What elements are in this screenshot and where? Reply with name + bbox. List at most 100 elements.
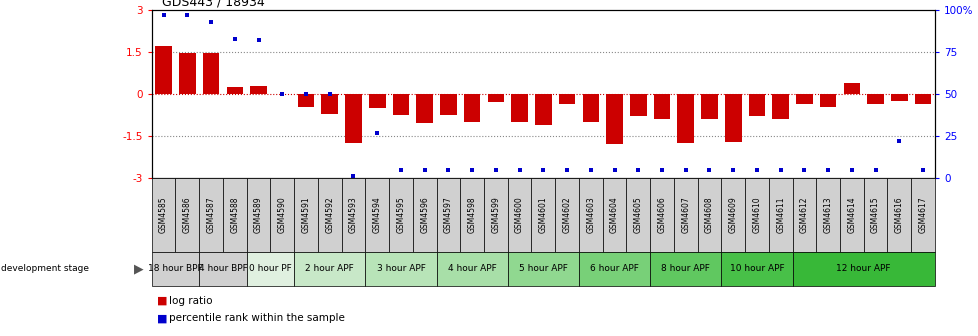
Bar: [483, 178, 508, 252]
Bar: [697, 178, 721, 252]
Text: 2 hour APF: 2 hour APF: [305, 264, 354, 273]
Bar: [744, 178, 768, 252]
Bar: [748, 94, 765, 117]
Text: GSM4599: GSM4599: [491, 197, 500, 234]
Bar: [795, 94, 812, 104]
Bar: [487, 94, 504, 102]
Bar: [673, 178, 697, 252]
Bar: [440, 94, 457, 115]
Bar: [413, 178, 436, 252]
Bar: [460, 178, 483, 252]
Text: log ratio: log ratio: [169, 296, 212, 306]
Text: GDS443 / 18934: GDS443 / 18934: [161, 0, 264, 8]
Bar: [508, 252, 578, 286]
Bar: [582, 94, 599, 122]
Bar: [768, 178, 792, 252]
Text: ▶: ▶: [134, 262, 144, 275]
Bar: [416, 94, 432, 124]
Bar: [175, 178, 199, 252]
Text: GSM4605: GSM4605: [633, 197, 643, 234]
Text: ■: ■: [156, 313, 167, 323]
Bar: [202, 53, 219, 94]
Bar: [578, 178, 602, 252]
Bar: [365, 252, 436, 286]
Bar: [365, 178, 388, 252]
Text: GSM4586: GSM4586: [183, 197, 192, 234]
Bar: [721, 178, 744, 252]
Bar: [555, 178, 578, 252]
Text: GSM4597: GSM4597: [443, 197, 453, 234]
Bar: [246, 178, 270, 252]
Text: GSM4614: GSM4614: [847, 197, 856, 234]
Text: GSM4600: GSM4600: [514, 197, 523, 234]
Bar: [511, 94, 527, 122]
Bar: [839, 178, 863, 252]
Bar: [913, 94, 930, 104]
Text: GSM4589: GSM4589: [253, 197, 263, 234]
Text: GSM4610: GSM4610: [752, 197, 761, 234]
Text: GSM4604: GSM4604: [609, 197, 618, 234]
Bar: [388, 178, 413, 252]
Text: GSM4612: GSM4612: [799, 197, 808, 233]
Bar: [464, 94, 480, 122]
Bar: [345, 94, 362, 143]
Bar: [772, 94, 788, 119]
Text: 18 hour BPF: 18 hour BPF: [148, 264, 202, 273]
Bar: [843, 83, 860, 94]
Bar: [152, 252, 199, 286]
Bar: [341, 178, 365, 252]
Text: GSM4595: GSM4595: [396, 197, 405, 234]
Text: 3 hour APF: 3 hour APF: [377, 264, 425, 273]
Bar: [816, 178, 839, 252]
Text: GSM4608: GSM4608: [704, 197, 713, 234]
Text: GSM4596: GSM4596: [420, 197, 428, 234]
Bar: [223, 178, 246, 252]
Bar: [179, 53, 196, 94]
Bar: [531, 178, 555, 252]
Bar: [629, 94, 645, 117]
Text: GSM4594: GSM4594: [373, 197, 381, 234]
Text: GSM4590: GSM4590: [278, 197, 287, 234]
Bar: [369, 94, 385, 108]
Bar: [724, 94, 740, 142]
Bar: [199, 178, 223, 252]
Text: GSM4588: GSM4588: [230, 197, 239, 233]
Text: GSM4587: GSM4587: [206, 197, 215, 234]
Text: GSM4606: GSM4606: [657, 197, 666, 234]
Bar: [700, 94, 717, 119]
Text: GSM4591: GSM4591: [301, 197, 310, 234]
Bar: [649, 252, 721, 286]
Bar: [392, 94, 409, 115]
Bar: [321, 94, 337, 114]
Bar: [792, 178, 816, 252]
Text: 8 hour APF: 8 hour APF: [660, 264, 709, 273]
Bar: [250, 86, 267, 94]
Text: GSM4592: GSM4592: [325, 197, 333, 234]
Bar: [436, 252, 508, 286]
Bar: [677, 94, 693, 143]
Bar: [867, 94, 883, 104]
Bar: [297, 94, 314, 107]
Bar: [293, 178, 318, 252]
Bar: [293, 252, 365, 286]
Text: 0 hour PF: 0 hour PF: [248, 264, 291, 273]
Text: 4 hour BPF: 4 hour BPF: [199, 264, 247, 273]
Text: 6 hour APF: 6 hour APF: [590, 264, 639, 273]
Text: GSM4611: GSM4611: [776, 197, 784, 233]
Text: GSM4602: GSM4602: [562, 197, 571, 234]
Bar: [270, 178, 293, 252]
Text: development stage: development stage: [1, 264, 89, 273]
Bar: [436, 178, 460, 252]
Bar: [152, 178, 175, 252]
Bar: [863, 178, 887, 252]
Bar: [819, 94, 835, 107]
Text: GSM4616: GSM4616: [894, 197, 903, 234]
Text: percentile rank within the sample: percentile rank within the sample: [169, 313, 345, 323]
Text: GSM4615: GSM4615: [870, 197, 879, 234]
Bar: [156, 46, 172, 94]
Bar: [653, 94, 670, 119]
Bar: [508, 178, 531, 252]
Bar: [199, 252, 246, 286]
Text: 4 hour APF: 4 hour APF: [447, 264, 496, 273]
Text: GSM4607: GSM4607: [681, 197, 689, 234]
